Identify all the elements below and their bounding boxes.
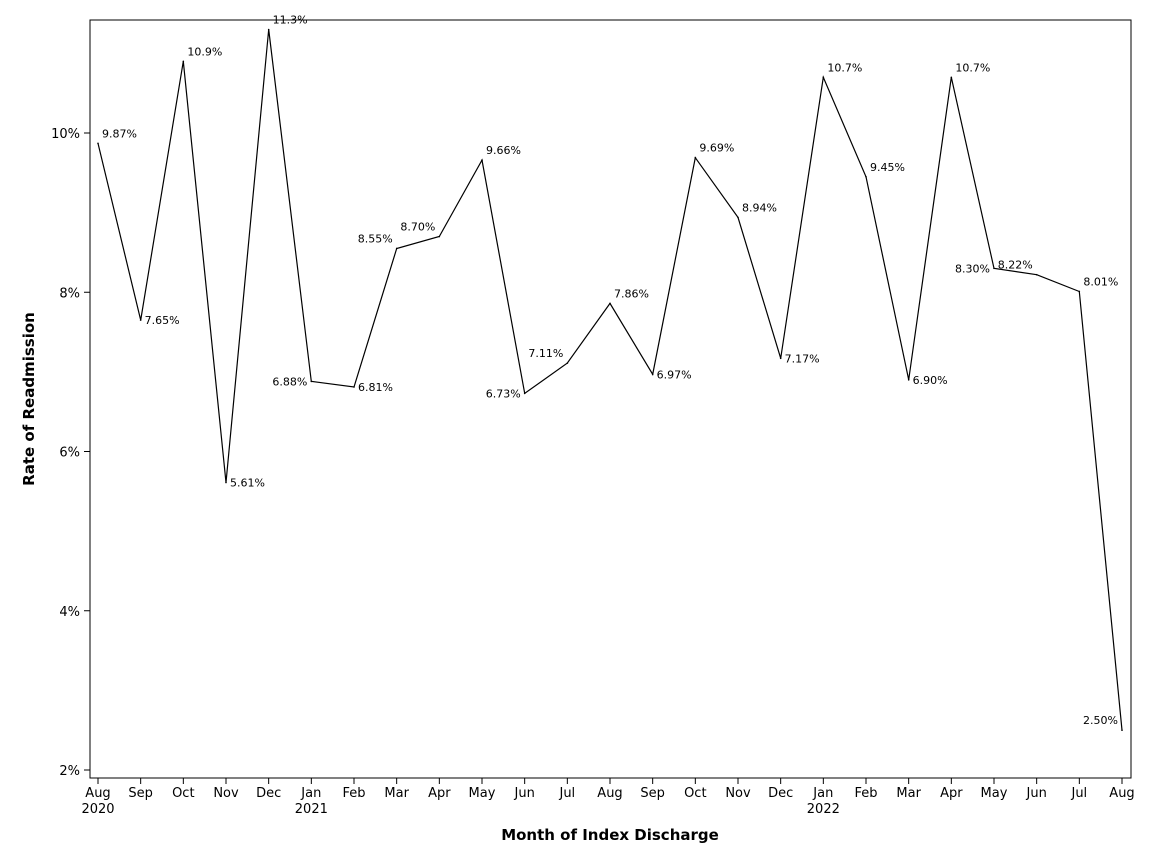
data-point: [97, 142, 99, 145]
data-label: 11.3%: [273, 13, 308, 26]
data-point: [651, 373, 654, 376]
x-tick-label: Jul: [1070, 786, 1087, 801]
x-tick-label: Apr: [940, 786, 963, 801]
x-tick-label: May: [469, 786, 496, 801]
data-point: [865, 175, 867, 178]
data-point: [353, 386, 355, 388]
x-tick-label: May: [981, 786, 1008, 801]
y-tick-label: 4%: [59, 605, 80, 620]
data-labels: 9.87% 7.65% 10.9% 5.61% 11.3% 6.88% 6.81% 8.55%…: [102, 13, 1118, 727]
x-year-label: 2021: [295, 802, 328, 817]
x-tick-label: Oct: [172, 786, 194, 801]
data-label: 5.61%: [230, 477, 265, 490]
x-tick-label: Jun: [514, 786, 535, 801]
data-label: 6.88%: [272, 375, 307, 388]
x-tick-label: Jul: [558, 786, 575, 801]
data-point: [907, 379, 910, 381]
data-point: [737, 216, 739, 219]
data-point: [481, 159, 483, 161]
x-tick-label: Jun: [1026, 786, 1047, 801]
data-label: 7.17%: [785, 352, 820, 365]
data-point: [438, 235, 441, 238]
x-tick-label: Jan: [812, 786, 833, 801]
data-label: 9.69%: [699, 142, 734, 155]
data-point: [566, 362, 569, 364]
data-label: 10.9%: [187, 45, 222, 58]
data-label: 8.55%: [358, 232, 393, 245]
data-label: 9.66%: [486, 144, 521, 157]
x-tick-label: Sep: [128, 786, 153, 801]
data-label: 6.81%: [358, 381, 393, 394]
data-point: [523, 392, 526, 395]
y-tick-label: 2%: [59, 764, 80, 779]
x-tick-label: Dec: [256, 786, 281, 801]
readmission-rate-line: [97, 29, 1123, 731]
data-label: 7.65%: [145, 314, 180, 327]
x-tick-label: Nov: [213, 786, 239, 801]
x-tick-label: Aug: [1109, 786, 1134, 801]
y-axis: 2% 4% 6% 8% 10%: [51, 127, 90, 779]
y-axis-title: Rate of Readmission: [20, 312, 38, 486]
data-point: [310, 380, 313, 383]
data-point: [694, 156, 697, 159]
x-tick-label: Mar: [384, 786, 409, 801]
data-point: [139, 319, 142, 321]
data-point: [182, 60, 185, 63]
data-label: 9.45%: [870, 161, 905, 174]
data-label: 6.90%: [913, 374, 948, 387]
y-tick-label: 8%: [59, 286, 80, 301]
data-label: 7.11%: [528, 347, 563, 360]
data-label: 6.73%: [486, 387, 521, 400]
data-point: [1035, 273, 1038, 276]
x-tick-label: Apr: [428, 786, 451, 801]
data-point: [1121, 729, 1123, 731]
x-year-label: 2022: [807, 802, 840, 817]
data-label: 10.7%: [955, 61, 990, 74]
data-point: [609, 302, 611, 305]
x-tick-label: Dec: [768, 786, 793, 801]
x-tick-label: Nov: [725, 786, 751, 801]
data-point: [1078, 290, 1081, 293]
data-point: [779, 357, 782, 360]
data-label: 10.7%: [827, 61, 862, 74]
plot-area-frame: [89, 19, 1132, 779]
x-tick-label: Aug: [85, 786, 110, 801]
y-tick-label: 10%: [51, 127, 80, 142]
y-tick-label: 6%: [59, 446, 80, 461]
data-label: 9.87%: [102, 127, 137, 140]
data-point: [395, 247, 398, 250]
data-label: 8.70%: [400, 221, 435, 234]
x-tick-label: Feb: [854, 786, 877, 801]
data-label: 7.86%: [614, 287, 649, 300]
x-tick-label: Aug: [597, 786, 622, 801]
x-axis-title: Month of Index Discharge: [501, 826, 719, 844]
data-label: 8.22%: [998, 259, 1033, 272]
data-label: 8.30%: [955, 262, 990, 275]
data-label: 6.97%: [657, 368, 692, 381]
data-label: 2.50%: [1083, 714, 1118, 727]
data-points: [97, 28, 1123, 731]
data-point: [267, 28, 270, 31]
data-point: [993, 267, 995, 270]
x-year-label: 2020: [81, 802, 114, 817]
x-tick-label: Mar: [896, 786, 921, 801]
x-tick-label: Oct: [684, 786, 706, 801]
x-tick-label: Sep: [640, 786, 665, 801]
data-point: [822, 76, 825, 79]
data-point: [225, 481, 227, 484]
data-label: 8.94%: [742, 201, 777, 214]
data-label: 8.01%: [1083, 275, 1118, 288]
x-tick-label: Jan: [300, 786, 321, 801]
data-point: [950, 76, 953, 79]
x-tick-label: Feb: [342, 786, 365, 801]
